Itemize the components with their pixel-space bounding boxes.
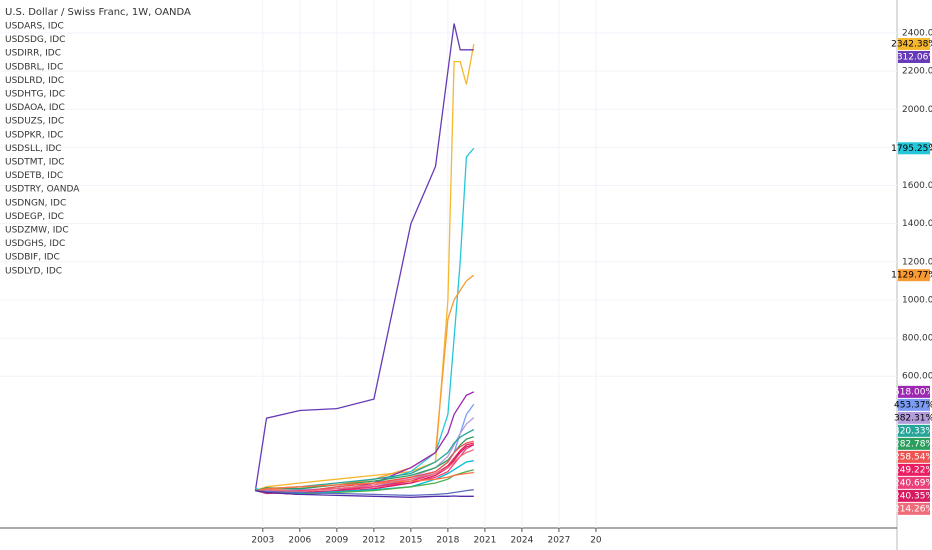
y-tick-label: 1200.00% xyxy=(902,257,932,267)
price-tag xyxy=(898,398,930,411)
legend-entry: USDETB, IDC xyxy=(5,171,63,181)
series-line xyxy=(255,489,474,497)
price-tag-label: 453.37% xyxy=(894,400,932,410)
price-tag-label: 382.31% xyxy=(894,413,932,423)
legend-entry: USDEGP, IDC xyxy=(5,212,64,222)
price-tag-label: 1129.77% xyxy=(891,271,932,281)
legend-entry: USDBRL, IDC xyxy=(5,62,63,72)
y-tick-label: 2000.00% xyxy=(902,105,932,115)
price-tag-label: 258.54% xyxy=(894,452,932,462)
price-tag-label: 518.00% xyxy=(894,387,932,397)
series-line xyxy=(255,403,475,492)
price-tag xyxy=(898,142,930,155)
x-tick-label: 2015 xyxy=(399,536,422,546)
price-tag xyxy=(898,450,930,463)
price-tag-label: 1795.25% xyxy=(891,144,932,154)
x-tick-label: 2024 xyxy=(510,536,533,546)
price-tag-label: 249.22% xyxy=(894,465,932,475)
y-tick-label: 1400.00% xyxy=(902,219,932,229)
legend-entry: USDSDG, IDC xyxy=(5,35,65,45)
legend-entry: USDGHS, IDC xyxy=(5,239,65,249)
legend-entry: USDBIF, IDC xyxy=(5,253,60,263)
legend-entry: USDHTG, IDC xyxy=(5,90,65,100)
price-tag-label: 282.78% xyxy=(894,439,932,449)
y-tick-label: 2400.00% xyxy=(902,28,932,38)
series-line xyxy=(255,436,475,492)
legend-entry: USDPKR, IDC xyxy=(5,130,63,140)
x-tick-label: 20 xyxy=(590,536,602,546)
legend-entry: USDLRD, IDC xyxy=(5,76,64,86)
price-tag xyxy=(898,476,930,489)
legend-entry: USDTRY, OANDA xyxy=(5,185,80,195)
series-line xyxy=(254,23,474,491)
price-tag xyxy=(898,489,930,502)
x-tick-label: 2018 xyxy=(436,536,459,546)
x-tick-label: 2003 xyxy=(251,536,274,546)
price-tag-label: 214.26% xyxy=(894,504,932,514)
y-tick-label: 2200.00% xyxy=(902,67,932,77)
y-tick-label: 600.00% xyxy=(902,372,932,382)
price-tag-label: 240.35% xyxy=(894,491,932,501)
price-tag xyxy=(898,37,930,50)
y-tick-label: 800.00% xyxy=(902,334,932,344)
y-tick-label: 1000.00% xyxy=(902,295,932,305)
legend-entry: USDIRR, IDC xyxy=(5,49,61,59)
price-tag-label: 2342.38% xyxy=(891,39,932,49)
x-tick-label: 2012 xyxy=(362,536,385,546)
x-tick-label: 2027 xyxy=(547,536,570,546)
legend-entry: USDNGN, IDC xyxy=(5,198,66,208)
legend-entry: USDTMT, IDC xyxy=(5,158,65,168)
series-line xyxy=(255,43,475,492)
y-tick-label: 1600.00% xyxy=(902,181,932,191)
x-tick-label: 2021 xyxy=(473,536,496,546)
chart-title: U.S. Dollar / Swiss Franc, 1W, OANDA xyxy=(5,7,191,18)
series-line xyxy=(255,449,475,493)
legend-entry: USDARS, IDC xyxy=(5,22,64,32)
price-tag xyxy=(898,463,930,476)
price-tag-label: 2312.06% xyxy=(891,52,932,62)
x-tick-label: 2009 xyxy=(325,536,348,546)
price-tag xyxy=(898,385,930,398)
price-tag xyxy=(898,437,930,450)
legend-entry: USDZMW, IDC xyxy=(5,226,69,236)
price-tag xyxy=(898,50,930,63)
legend-entry: USDAOA, IDC xyxy=(5,103,65,113)
price-tag-label: 240.69% xyxy=(894,478,932,488)
price-tag-label: 320.33% xyxy=(894,426,932,436)
series-line xyxy=(255,471,474,492)
legend-entry: USDUZS, IDC xyxy=(5,117,64,127)
price-tag xyxy=(898,502,930,515)
series-line xyxy=(255,489,474,498)
legend-entry: USDSLL, IDC xyxy=(5,144,62,154)
price-tag xyxy=(898,424,930,437)
price-tag xyxy=(898,411,930,424)
legend-entry: USDLYD, IDC xyxy=(5,266,62,276)
price-tag xyxy=(898,269,930,282)
x-tick-label: 2006 xyxy=(288,536,311,546)
